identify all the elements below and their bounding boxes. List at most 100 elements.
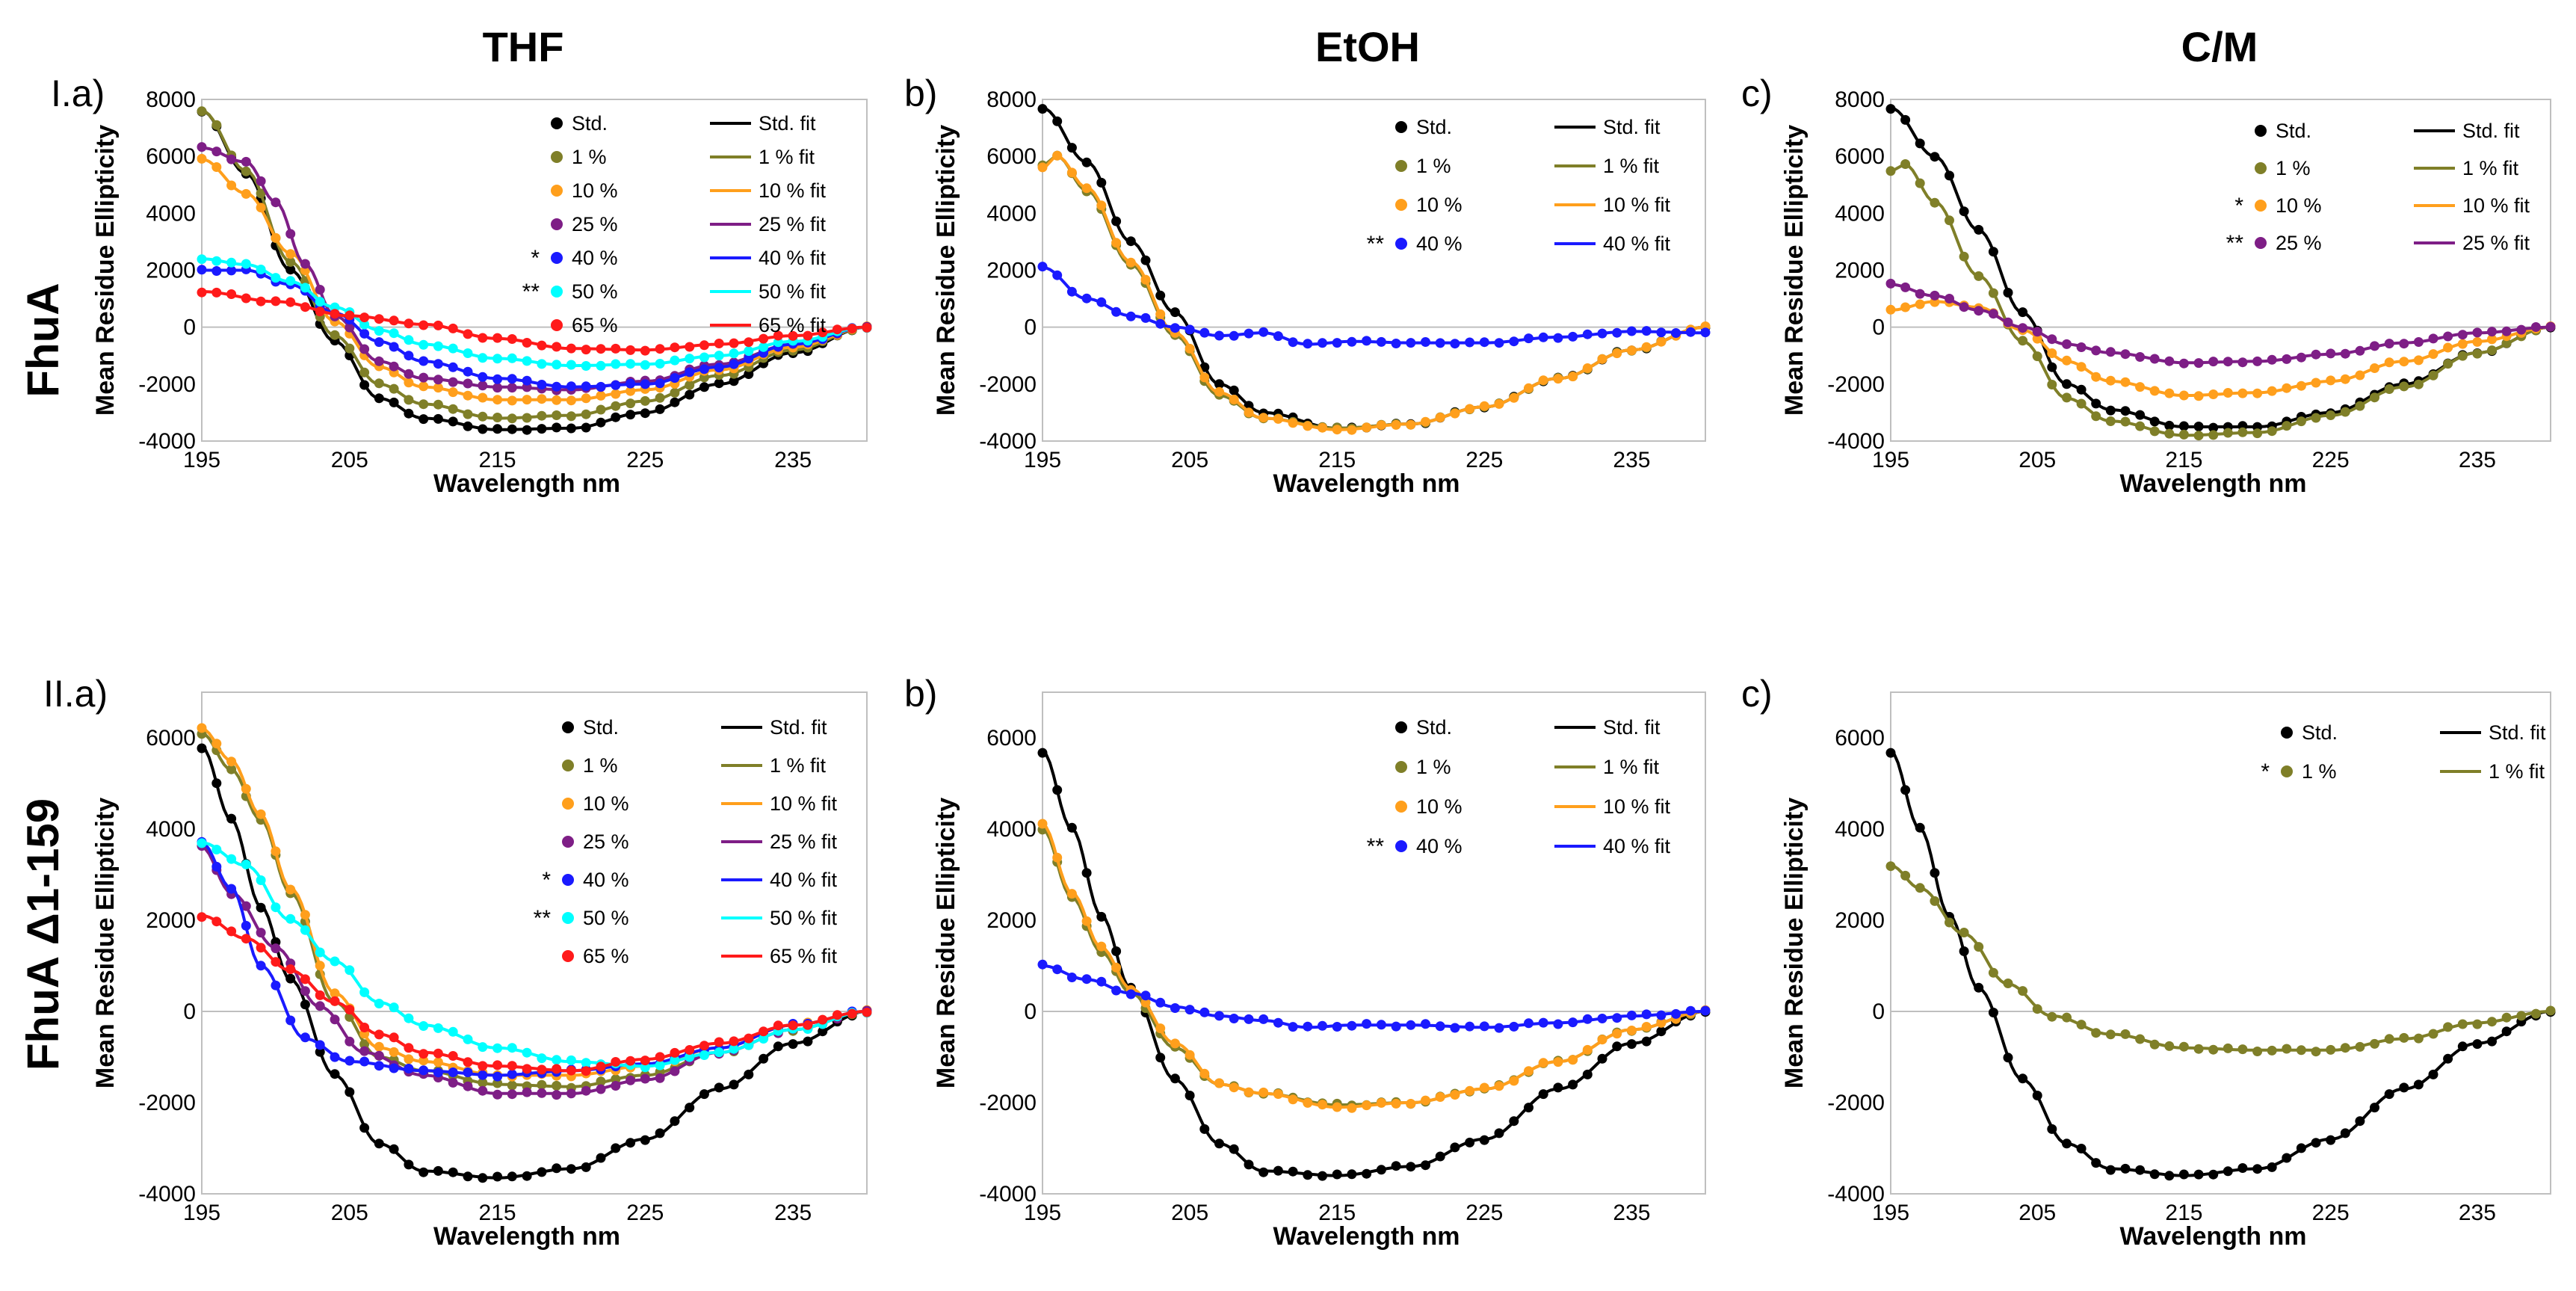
data-point-1	[2164, 1041, 2175, 1051]
data-point-1	[2487, 345, 2497, 356]
data-point-1	[1945, 215, 1954, 226]
data-point-65	[655, 1052, 665, 1062]
data-point-10	[271, 846, 281, 857]
data-point-25	[271, 943, 281, 954]
data-point-25	[2501, 326, 2512, 336]
data-point-10	[1184, 1050, 1195, 1060]
data-point-Std	[2487, 1036, 2497, 1047]
data-point-Std	[285, 265, 296, 275]
plot-frame	[1042, 691, 1706, 1195]
x-tick-label: 195	[183, 1201, 220, 1225]
legend-entry-Std: Std. Std. fit	[1395, 116, 1661, 138]
x-tick-label: 235	[2459, 1201, 2496, 1225]
data-point-50	[478, 353, 488, 363]
data-point-50	[611, 359, 621, 369]
data-point-Std	[759, 1053, 769, 1064]
y-tick-label: 2000	[1835, 259, 1885, 283]
data-point-1	[2105, 416, 2116, 426]
data-point-10	[1096, 200, 1107, 211]
data-point-Std	[2135, 1165, 2146, 1175]
data-point-25	[418, 372, 429, 383]
data-point-50	[729, 348, 739, 359]
data-point-40	[1318, 338, 1327, 348]
data-point-1	[2091, 411, 2101, 422]
data-point-10	[2282, 383, 2292, 393]
legend-fit-label: 1 % fit	[759, 146, 815, 168]
legend-entry-10: * 10 % 10 % fit	[2234, 194, 2530, 218]
legend-label: 1 %	[2302, 760, 2337, 783]
data-point-Std	[2164, 1171, 2175, 1181]
data-point-1	[2223, 428, 2233, 438]
data-point-Std	[1184, 1091, 1195, 1100]
data-point-Std	[1915, 138, 1925, 149]
x-tick-label: 195	[183, 448, 220, 472]
legend-marker	[562, 759, 574, 771]
x-axis-label: Wavelength nm	[1273, 469, 1460, 498]
legend-entry-Std: Std. Std. fit	[2281, 721, 2546, 744]
data-point-1	[492, 1078, 503, 1088]
x-tick-label: 205	[2019, 1201, 2056, 1225]
data-point-10	[1199, 1068, 1210, 1079]
data-point-Std	[1915, 822, 1925, 833]
data-point-65	[670, 1047, 680, 1058]
x-tick-label: 195	[1024, 1201, 1061, 1225]
data-point-50	[714, 1047, 724, 1058]
data-point-65	[537, 340, 547, 351]
data-point-10	[1568, 372, 1578, 382]
data-point-40	[1671, 1008, 1681, 1019]
data-point-40	[1391, 339, 1401, 348]
data-point-10	[552, 395, 562, 405]
data-point-40	[1524, 1018, 1533, 1029]
data-point-Std	[2120, 406, 2131, 416]
data-point-1	[552, 410, 562, 420]
fit-line-Std	[1041, 750, 1706, 1177]
data-point-1	[552, 1080, 562, 1091]
data-point-10	[1465, 1085, 1475, 1096]
data-point-40	[1288, 1022, 1298, 1032]
data-point-40	[1066, 286, 1077, 297]
data-point-65	[847, 324, 857, 333]
data-point-10	[1140, 274, 1151, 285]
data-point-1	[2282, 1044, 2292, 1054]
data-point-Std	[2047, 1124, 2057, 1134]
y-tick-label: -2000	[138, 372, 196, 397]
legend-fit-label: 1 % fit	[1603, 756, 1660, 778]
data-point-25	[2282, 354, 2292, 364]
data-point-1	[2457, 351, 2468, 361]
fit-line-50	[201, 841, 868, 1068]
data-point-40	[1111, 985, 1122, 996]
data-point-10	[1052, 150, 1063, 161]
data-point-50	[759, 1034, 769, 1044]
data-point-65	[714, 339, 724, 348]
data-point-40	[1597, 1014, 1607, 1023]
data-point-1	[2472, 1019, 2483, 1029]
legend-fit-label: 1 % fit	[2489, 760, 2545, 783]
data-point-Std	[448, 1167, 458, 1177]
data-point-10	[2326, 375, 2336, 386]
fit-line-1	[1890, 163, 2551, 437]
data-point-1	[2443, 1022, 2453, 1032]
data-point-10	[2413, 355, 2424, 366]
x-tick-label: 235	[774, 448, 812, 472]
legend-marker	[551, 151, 563, 163]
data-point-40	[226, 884, 237, 894]
data-point-40	[1626, 326, 1637, 336]
panel-label: c)	[1741, 73, 1773, 114]
data-point-10	[1229, 1082, 1239, 1093]
data-point-1	[1915, 178, 1925, 188]
legend-fit-label: Std. fit	[2462, 120, 2520, 142]
data-point-10	[2340, 374, 2350, 384]
data-point-10	[433, 1057, 443, 1067]
y-tick-label: 2000	[146, 259, 196, 283]
data-point-10	[2091, 372, 2101, 382]
data-point-10	[1656, 1017, 1667, 1028]
data-point-65	[211, 287, 222, 298]
fit-line-40	[202, 268, 868, 389]
legend-entry-1: 1 % 1 % fit	[2255, 157, 2519, 179]
data-point-50	[581, 1058, 591, 1068]
data-point-10	[1553, 374, 1563, 384]
data-point-25	[2384, 339, 2394, 349]
data-point-Std	[1885, 104, 1896, 114]
data-point-40	[744, 354, 754, 364]
